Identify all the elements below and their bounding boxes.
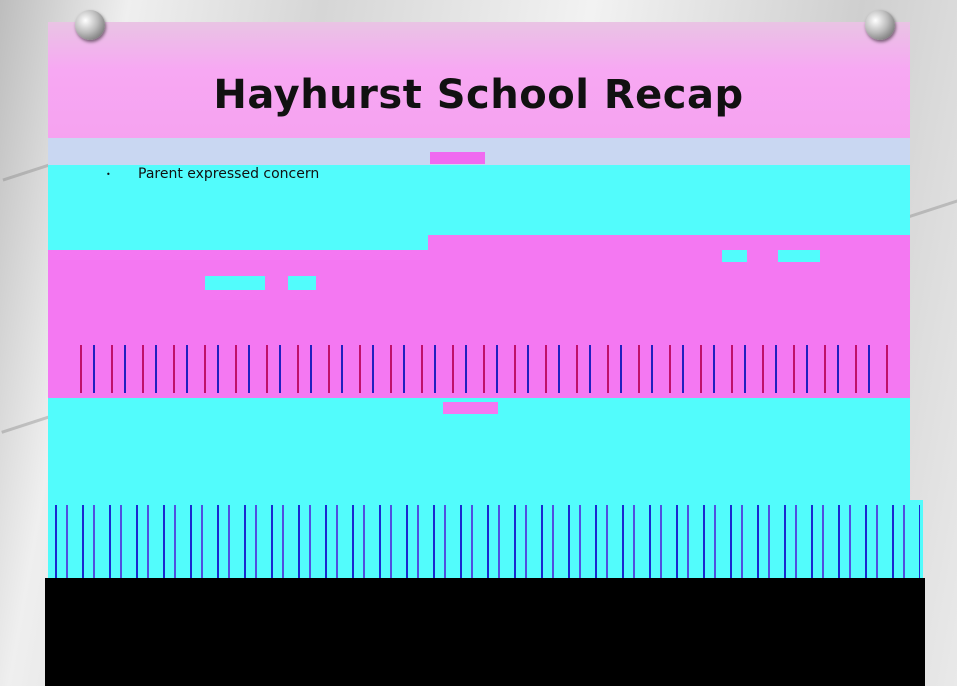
bullet: Parent expressed concern xyxy=(108,166,319,182)
glitch xyxy=(205,276,265,290)
glitch xyxy=(48,235,428,250)
pin xyxy=(865,10,895,40)
slide-screenshot: Hayhurst School Recap Parent expressed c… xyxy=(0,0,957,686)
glitch xyxy=(430,152,485,164)
slide-title: Hayhurst School Recap xyxy=(0,72,957,118)
glitch-noise xyxy=(80,345,890,393)
glitch xyxy=(443,402,498,414)
glitch xyxy=(778,250,820,262)
bullet-text: Parent expressed concern xyxy=(138,166,319,182)
glitch xyxy=(288,276,316,290)
pin xyxy=(75,10,105,40)
black-band xyxy=(45,578,925,686)
glitch xyxy=(722,250,747,262)
